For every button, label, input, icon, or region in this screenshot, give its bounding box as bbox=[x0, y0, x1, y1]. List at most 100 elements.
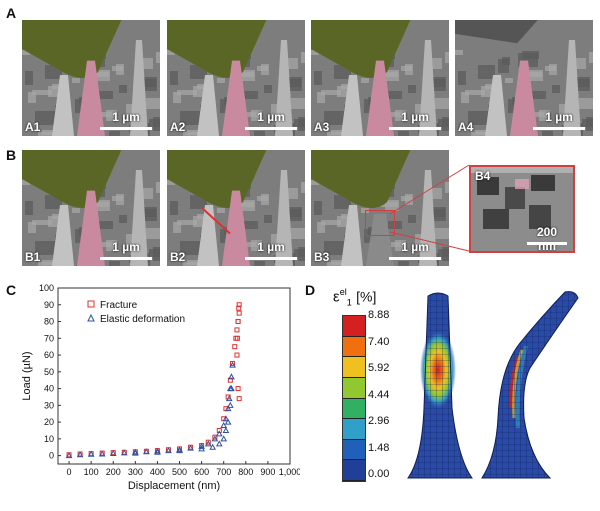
scale-bar-b4: 200 nm bbox=[527, 225, 567, 251]
legend-marker-fracture bbox=[87, 300, 95, 308]
colorbar-tick-label: 1.48 bbox=[368, 441, 390, 454]
legend-label-fracture: Fracture bbox=[100, 300, 138, 311]
colorbar-title-symbol: ε bbox=[333, 288, 340, 306]
scale-bar-b3: 1 µm bbox=[389, 240, 441, 260]
y-tick-label: 80 bbox=[44, 317, 54, 327]
scale-bar-label-a2: 1 µm bbox=[257, 110, 285, 124]
elastic-point bbox=[209, 443, 217, 450]
colorbar bbox=[342, 315, 366, 482]
fracture-point bbox=[232, 344, 238, 350]
elastic-point bbox=[120, 449, 128, 456]
sem-label-a4: A4 bbox=[458, 120, 474, 134]
plot-frame bbox=[57, 287, 291, 465]
fem-bent-pillar bbox=[481, 291, 579, 479]
x-tick-label: 400 bbox=[150, 467, 165, 477]
sem-image-b1: B1 1 µm bbox=[22, 150, 160, 266]
elastic-point bbox=[215, 430, 223, 437]
fracture-point bbox=[230, 360, 236, 366]
scale-bar-a3: 1 µm bbox=[389, 110, 441, 130]
x-tick-label: 1,000 bbox=[279, 467, 300, 477]
fracture-point bbox=[236, 396, 242, 402]
elastic-point bbox=[222, 426, 230, 433]
scale-bar-label-a3: 1 µm bbox=[401, 110, 429, 124]
panel-label-b: B bbox=[6, 147, 17, 163]
x-axis-label: Displacement (nm) bbox=[128, 480, 220, 492]
fem-strain-models bbox=[407, 291, 579, 479]
colorbar-segment bbox=[343, 398, 365, 420]
x-tick-label: 0 bbox=[67, 467, 72, 477]
fracture-point bbox=[234, 352, 240, 358]
elastic-point bbox=[76, 451, 84, 458]
elastic-point bbox=[224, 418, 232, 425]
zoom-connector bbox=[389, 164, 470, 252]
elastic-point bbox=[165, 447, 172, 454]
x-tick-label: 800 bbox=[238, 467, 253, 477]
elastic-point bbox=[226, 401, 234, 408]
sem-label-a1: A1 bbox=[25, 120, 41, 134]
sem-label-b2: B2 bbox=[170, 250, 186, 264]
colorbar-segment bbox=[343, 336, 365, 358]
colorbar-title: εel1 [%] bbox=[333, 287, 403, 312]
x-tick-label: 500 bbox=[172, 467, 187, 477]
colorbar-tick-label: 0.00 bbox=[368, 468, 390, 480]
panel-label-c: C bbox=[6, 282, 17, 298]
colorbar-tick-label: 4.44 bbox=[368, 388, 390, 401]
elastic-point bbox=[65, 452, 73, 459]
fracture-point bbox=[236, 302, 242, 308]
sem-image-b4: B4 200 nm bbox=[469, 165, 575, 253]
load-displacement-chart: 0 100 200 300 400 500 600 700 800 900 1,000 0 10 20 30… bbox=[21, 283, 300, 492]
elastic-point bbox=[220, 421, 228, 428]
elastic-point bbox=[228, 373, 235, 380]
scale-bar-label-a1: 1 µm bbox=[112, 110, 140, 124]
colorbar-tick-label: 8.88 bbox=[368, 309, 390, 321]
scale-bar-label-b1: 1 µm bbox=[112, 240, 140, 254]
colorbar-segment bbox=[343, 460, 365, 481]
fracture-point bbox=[235, 386, 241, 392]
colorbar-segment bbox=[343, 419, 365, 440]
colorbar-tick-label: 7.40 bbox=[368, 335, 390, 348]
elastic-point bbox=[154, 447, 161, 454]
sem-label-a2: A2 bbox=[170, 120, 186, 134]
fem-straight-pillar bbox=[407, 292, 473, 479]
fracture-point bbox=[234, 335, 240, 341]
elastic-point bbox=[222, 415, 230, 422]
y-tick-label: 50 bbox=[44, 367, 54, 377]
panel-label-d: D bbox=[305, 282, 316, 298]
scale-bar-label-b3: 1 µm bbox=[401, 240, 429, 254]
sem-image-a1: A1 1 µm bbox=[22, 20, 160, 136]
elastic-point bbox=[187, 444, 194, 451]
sem-image-a4: A4 1 µm bbox=[455, 20, 593, 136]
y-tick-label: 10 bbox=[44, 434, 54, 444]
colorbar-title-sup: el bbox=[339, 287, 347, 297]
elastic-point bbox=[154, 448, 161, 455]
fracture-point bbox=[216, 427, 222, 433]
x-tick-label: 200 bbox=[106, 467, 121, 477]
scale-bar-b2: 1 µm bbox=[245, 240, 297, 260]
colorbar-segment bbox=[343, 316, 365, 337]
sem-label-a3: A3 bbox=[314, 120, 330, 134]
colorbar-segment bbox=[343, 377, 365, 399]
sem-image-b2: B2 1 µm bbox=[167, 150, 305, 266]
elastic-point bbox=[176, 447, 183, 454]
colorbar-segment bbox=[343, 357, 365, 378]
elastic-point bbox=[198, 442, 205, 449]
sem-image-b3: B3 1 µm bbox=[311, 150, 449, 266]
elastic-point bbox=[98, 450, 106, 457]
scale-bar-a1: 1 µm bbox=[100, 110, 152, 130]
colorbar-tick-label: 5.92 bbox=[368, 362, 390, 374]
elastic-point bbox=[229, 361, 236, 368]
elastic-point bbox=[131, 449, 139, 456]
x-tick-label: 700 bbox=[216, 467, 231, 477]
y-tick-label: 20 bbox=[44, 417, 54, 427]
scale-bar-a2: 1 µm bbox=[245, 110, 297, 130]
colorbar-title-sub: 1 bbox=[346, 297, 352, 308]
legend-marker-elastic bbox=[87, 313, 95, 322]
y-tick-label: 0 bbox=[49, 451, 54, 461]
elastic-point bbox=[224, 405, 232, 412]
elastic-point bbox=[143, 448, 150, 455]
elastic-point bbox=[220, 435, 228, 442]
scale-bar-label-b4: 200 nm bbox=[536, 225, 558, 253]
scale-bar-label-b2: 1 µm bbox=[257, 240, 285, 254]
x-tick-label: 900 bbox=[260, 467, 275, 477]
legend-label-elastic: Elastic deformation bbox=[100, 314, 185, 325]
